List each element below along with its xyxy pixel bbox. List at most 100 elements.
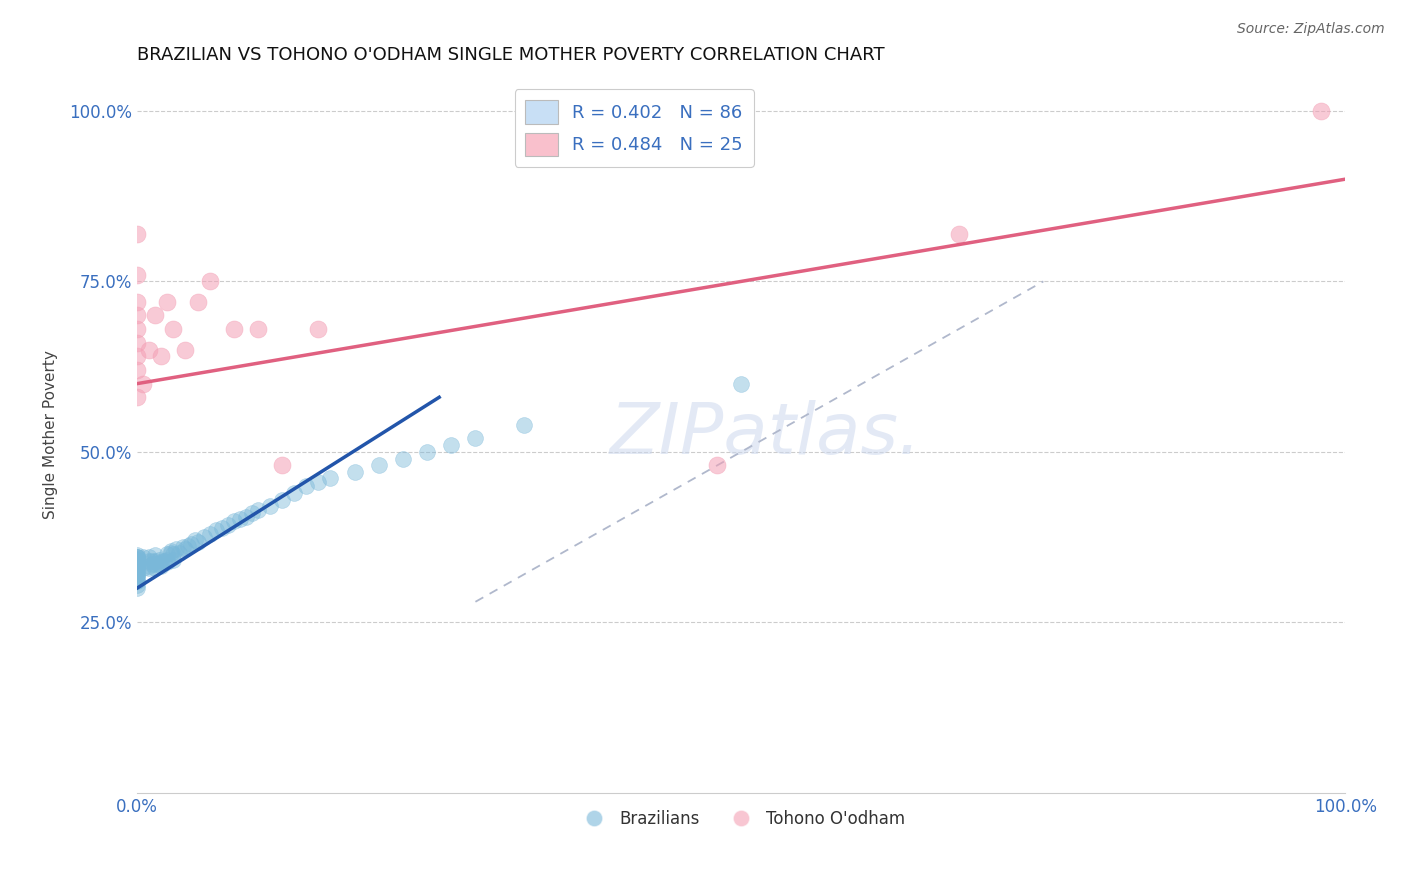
Point (127, 558, 149, 573)
Point (162, 552, 184, 566)
Point (127, 549, 149, 563)
Point (138, 343, 160, 357)
Point (127, 569, 149, 583)
Point (186, 294, 208, 309)
Point (513, 417, 536, 432)
Point (184, 533, 207, 548)
Point (132, 376, 155, 391)
Point (706, 458, 728, 473)
Point (152, 554, 174, 568)
Point (246, 502, 269, 516)
Point (127, 363, 149, 377)
Point (948, 227, 970, 241)
Point (174, 541, 197, 556)
Text: Source: ZipAtlas.com: Source: ZipAtlas.com (1237, 22, 1385, 37)
Point (186, 534, 208, 549)
Point (127, 555, 149, 569)
Point (127, 558, 149, 572)
Point (127, 322, 149, 336)
Point (127, 567, 149, 582)
Point (162, 547, 184, 561)
Point (127, 552, 149, 566)
Point (307, 322, 329, 336)
Point (141, 558, 163, 572)
Point (127, 574, 149, 589)
Point (156, 555, 179, 569)
Point (271, 492, 294, 507)
Point (160, 546, 183, 560)
Point (138, 554, 160, 568)
Point (295, 479, 318, 493)
Point (156, 547, 179, 561)
Point (440, 438, 463, 452)
Point (169, 546, 191, 560)
Point (180, 537, 202, 551)
Point (138, 559, 160, 574)
Point (127, 550, 149, 565)
Point (127, 350, 149, 364)
Point (127, 566, 149, 581)
Point (127, 549, 149, 564)
Point (127, 581, 149, 595)
Point (138, 560, 160, 574)
Point (246, 322, 269, 336)
Point (127, 578, 149, 592)
Point (222, 514, 245, 528)
Point (127, 564, 149, 578)
Point (240, 506, 263, 520)
Point (156, 552, 179, 566)
Point (127, 571, 149, 585)
Point (127, 294, 149, 309)
Point (198, 526, 221, 541)
Point (127, 562, 149, 576)
Point (127, 549, 149, 564)
Point (132, 560, 155, 574)
Point (367, 458, 389, 473)
Point (127, 559, 149, 574)
Point (271, 458, 294, 473)
Point (259, 500, 281, 514)
Point (143, 309, 166, 323)
Point (127, 558, 149, 572)
Point (235, 509, 257, 524)
Point (138, 550, 160, 565)
Point (211, 521, 233, 535)
Point (127, 554, 149, 568)
Point (127, 390, 149, 404)
Point (174, 343, 197, 357)
Point (204, 523, 226, 537)
Point (343, 465, 366, 479)
Point (127, 335, 149, 350)
Point (148, 552, 170, 566)
Point (217, 518, 239, 533)
Point (143, 549, 166, 563)
Y-axis label: Single Mother Poverty: Single Mother Poverty (44, 351, 58, 519)
Point (177, 539, 200, 553)
Legend: Brazilians, Tohono O'odham: Brazilians, Tohono O'odham (571, 803, 912, 834)
Point (193, 530, 215, 544)
Point (127, 558, 149, 573)
Text: ZIPatlas.: ZIPatlas. (609, 401, 921, 469)
Point (307, 475, 329, 490)
Point (150, 559, 173, 574)
Point (160, 543, 183, 558)
Point (143, 554, 166, 568)
Point (132, 550, 155, 565)
Point (730, 376, 752, 391)
Point (198, 274, 221, 288)
Point (464, 431, 486, 445)
Point (392, 451, 415, 466)
Point (222, 322, 245, 336)
Point (416, 445, 439, 459)
Point (319, 471, 342, 485)
Text: BRAZILIAN VS TOHONO O'ODHAM SINGLE MOTHER POVERTY CORRELATION CHART: BRAZILIAN VS TOHONO O'ODHAM SINGLE MOTHE… (138, 46, 884, 64)
Point (148, 558, 170, 572)
Point (1310, 103, 1333, 118)
Point (150, 555, 173, 569)
Point (229, 511, 252, 525)
Point (127, 557, 149, 571)
Point (127, 552, 149, 566)
Point (127, 268, 149, 282)
Point (127, 560, 149, 574)
Point (150, 350, 173, 364)
